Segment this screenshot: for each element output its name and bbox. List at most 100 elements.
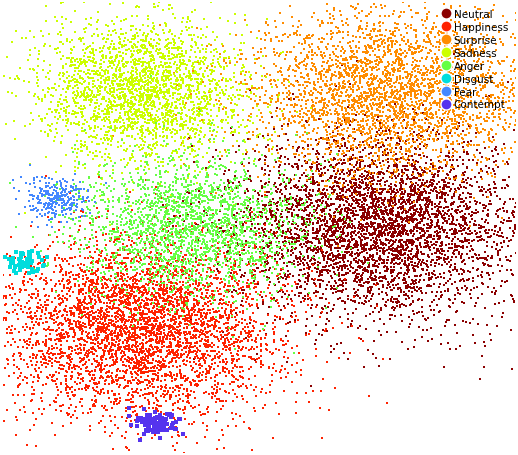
Point <box>296 32 304 39</box>
Point <box>230 307 238 314</box>
Point <box>340 271 349 278</box>
Point <box>193 162 202 169</box>
Point <box>227 188 235 196</box>
Point <box>390 284 398 292</box>
Point <box>77 267 85 274</box>
Point <box>140 357 148 364</box>
Point <box>505 174 513 181</box>
Point <box>123 278 132 285</box>
Point <box>266 136 274 143</box>
Point <box>298 172 306 179</box>
Point <box>207 163 215 171</box>
Point <box>18 249 26 257</box>
Point <box>304 79 312 86</box>
Point <box>53 185 61 192</box>
Point <box>395 211 403 218</box>
Point <box>366 125 374 132</box>
Point <box>240 64 248 71</box>
Point <box>307 200 315 207</box>
Point <box>126 39 134 46</box>
Point <box>45 351 53 358</box>
Point <box>371 209 379 217</box>
Point <box>325 124 333 131</box>
Point <box>98 324 107 331</box>
Point <box>82 384 90 391</box>
Point <box>123 196 132 203</box>
Point <box>245 334 253 341</box>
Point <box>341 140 350 147</box>
Point <box>120 101 128 108</box>
Point <box>318 247 326 254</box>
Point <box>280 270 288 278</box>
Point <box>94 267 102 274</box>
Point <box>184 298 193 305</box>
Point <box>62 318 70 325</box>
Point <box>105 294 113 301</box>
Point <box>405 136 413 143</box>
Point <box>368 34 377 41</box>
Point <box>113 310 121 318</box>
Point <box>239 176 248 183</box>
Point <box>149 322 157 329</box>
Point <box>428 56 436 63</box>
Point <box>167 294 175 301</box>
Point <box>55 84 63 91</box>
Point <box>483 194 492 202</box>
Point <box>38 410 47 418</box>
Point <box>428 160 437 167</box>
Point <box>318 250 326 257</box>
Point <box>189 66 197 74</box>
Point <box>130 312 138 319</box>
Point <box>362 241 370 248</box>
Point <box>145 285 153 292</box>
Point <box>284 293 293 301</box>
Point <box>392 121 400 129</box>
Point <box>266 295 275 302</box>
Point <box>53 321 62 329</box>
Point <box>73 324 81 331</box>
Point <box>448 98 456 105</box>
Point <box>0 272 7 279</box>
Point <box>176 293 184 301</box>
Point <box>275 276 283 283</box>
Point <box>175 415 183 423</box>
Point <box>108 109 117 116</box>
Point <box>85 309 94 316</box>
Point <box>141 255 150 262</box>
Point <box>146 267 154 274</box>
Point <box>131 276 139 283</box>
Point <box>195 61 204 69</box>
Point <box>325 226 334 233</box>
Point <box>332 260 340 267</box>
Point <box>159 390 167 398</box>
Point <box>509 59 517 66</box>
Point <box>37 200 45 207</box>
Point <box>445 88 453 95</box>
Point <box>41 191 50 198</box>
Point <box>123 79 132 86</box>
Point <box>164 259 172 267</box>
Point <box>174 248 182 255</box>
Point <box>132 339 140 346</box>
Point <box>119 0 127 8</box>
Point <box>198 352 207 359</box>
Point <box>437 101 445 108</box>
Point <box>418 72 426 80</box>
Point <box>161 192 169 200</box>
Point <box>311 66 320 74</box>
Point <box>365 264 373 271</box>
Point <box>121 325 129 332</box>
Point <box>247 345 255 353</box>
Point <box>204 334 212 341</box>
Point <box>271 250 280 258</box>
Point <box>336 275 344 283</box>
Point <box>416 248 425 256</box>
Point <box>330 111 339 119</box>
Point <box>297 184 306 192</box>
Point <box>397 121 405 128</box>
Point <box>319 187 327 195</box>
Point <box>337 143 346 151</box>
Point <box>36 260 44 267</box>
Point <box>188 83 196 91</box>
Point <box>311 51 319 58</box>
